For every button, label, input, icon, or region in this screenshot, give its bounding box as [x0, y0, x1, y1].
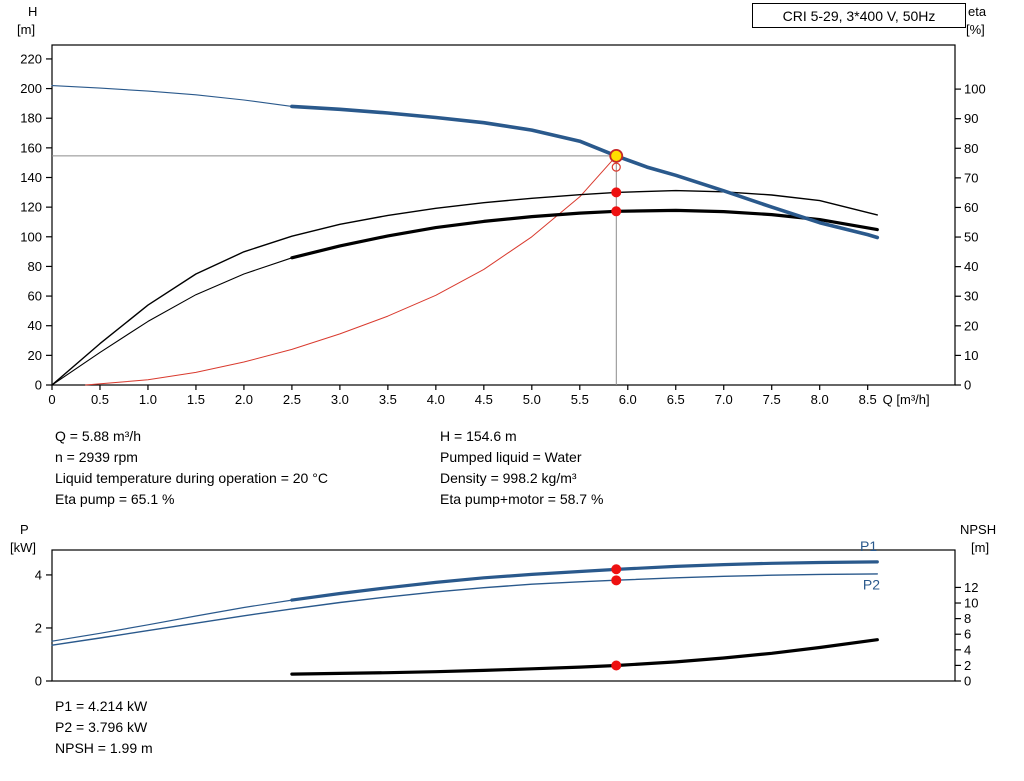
svg-text:30: 30	[964, 289, 978, 304]
svg-text:160: 160	[20, 140, 42, 155]
svg-text:Q [m³/h]: Q [m³/h]	[883, 392, 930, 407]
pump-model-title: CRI 5-29, 3*400 V, 50Hz	[782, 7, 936, 24]
speed-value-line: n = 2939 rpm	[55, 449, 138, 465]
svg-text:20: 20	[28, 348, 42, 363]
svg-text:90: 90	[964, 111, 978, 126]
power-data-block: P1 = 4.214 kW P2 = 3.796 kW NPSH = 1.99 …	[55, 696, 153, 759]
svg-text:3.0: 3.0	[331, 392, 349, 407]
svg-text:140: 140	[20, 170, 42, 185]
operating-data-left: Q = 5.88 m³/h n = 2939 rpm Liquid temper…	[55, 426, 328, 510]
svg-text:0: 0	[48, 392, 55, 407]
svg-text:0: 0	[964, 378, 971, 393]
svg-text:5.0: 5.0	[523, 392, 541, 407]
svg-text:200: 200	[20, 81, 42, 96]
svg-text:3.5: 3.5	[379, 392, 397, 407]
svg-text:60: 60	[964, 200, 978, 215]
svg-text:2: 2	[964, 658, 971, 673]
svg-text:80: 80	[28, 259, 42, 274]
chart-title-box: CRI 5-29, 3*400 V, 50Hz	[752, 3, 966, 28]
density-line: Density = 998.2 kg/m³	[440, 470, 577, 486]
svg-text:70: 70	[964, 170, 978, 185]
operating-data-right: H = 154.6 m Pumped liquid = Water Densit…	[440, 426, 603, 510]
svg-text:10: 10	[964, 348, 978, 363]
svg-text:4: 4	[35, 567, 42, 582]
svg-text:P: P	[20, 522, 29, 537]
p1-value-line: P1 = 4.214 kW	[55, 698, 148, 714]
svg-text:10: 10	[964, 596, 978, 611]
npsh-value-line: NPSH = 1.99 m	[55, 740, 153, 756]
svg-text:2: 2	[35, 620, 42, 635]
svg-text:8.5: 8.5	[859, 392, 877, 407]
svg-text:[kW]: [kW]	[10, 540, 36, 555]
p2-value-line: P2 = 3.796 kW	[55, 719, 148, 735]
head-value-line: H = 154.6 m	[440, 428, 517, 444]
flow-value-line: Q = 5.88 m³/h	[55, 428, 141, 444]
svg-text:0: 0	[35, 674, 42, 689]
svg-text:[m]: [m]	[971, 540, 989, 555]
svg-text:180: 180	[20, 111, 42, 126]
svg-text:7.0: 7.0	[715, 392, 733, 407]
svg-text:120: 120	[20, 200, 42, 215]
svg-text:40: 40	[28, 318, 42, 333]
svg-text:6.5: 6.5	[667, 392, 685, 407]
svg-text:220: 220	[20, 51, 42, 66]
svg-text:8: 8	[964, 611, 971, 626]
svg-text:8.0: 8.0	[811, 392, 829, 407]
svg-text:eta: eta	[968, 4, 987, 19]
svg-text:0.5: 0.5	[91, 392, 109, 407]
svg-text:1.5: 1.5	[187, 392, 205, 407]
svg-text:6.0: 6.0	[619, 392, 637, 407]
svg-text:4.5: 4.5	[475, 392, 493, 407]
svg-text:4: 4	[964, 642, 971, 657]
svg-text:40: 40	[964, 259, 978, 274]
eta-pump-line: Eta pump = 65.1 %	[55, 491, 175, 507]
svg-text:[m]: [m]	[17, 22, 35, 37]
svg-text:P2: P2	[863, 577, 880, 593]
svg-text:100: 100	[964, 82, 986, 97]
svg-text:20: 20	[964, 318, 978, 333]
svg-text:50: 50	[964, 230, 978, 245]
pumped-liquid-line: Pumped liquid = Water	[440, 449, 582, 465]
svg-text:0: 0	[35, 378, 42, 393]
svg-text:0: 0	[964, 674, 971, 689]
svg-text:4.0: 4.0	[427, 392, 445, 407]
svg-text:2.5: 2.5	[283, 392, 301, 407]
head-capacity-chart: 0 0.5 1.0 1.5 2.0 2.5 3.0 3.5 4.0 4.5 5.0 5.5 6.0 6.5…	[17, 4, 987, 407]
svg-text:[%]: [%]	[966, 22, 985, 37]
svg-text:2.0: 2.0	[235, 392, 253, 407]
liquid-temp-line: Liquid temperature during operation = 20…	[55, 470, 328, 486]
svg-text:12: 12	[964, 580, 978, 595]
svg-text:5.5: 5.5	[571, 392, 589, 407]
svg-text:7.5: 7.5	[763, 392, 781, 407]
svg-text:P1: P1	[860, 538, 877, 554]
eta-pump-motor-line: Eta pump+motor = 58.7 %	[440, 491, 604, 507]
svg-text:80: 80	[964, 141, 978, 156]
svg-text:60: 60	[28, 289, 42, 304]
svg-text:6: 6	[964, 627, 971, 642]
svg-text:NPSH: NPSH	[960, 522, 996, 537]
svg-text:H: H	[28, 4, 37, 19]
svg-text:100: 100	[20, 229, 42, 244]
svg-text:1.0: 1.0	[139, 392, 157, 407]
